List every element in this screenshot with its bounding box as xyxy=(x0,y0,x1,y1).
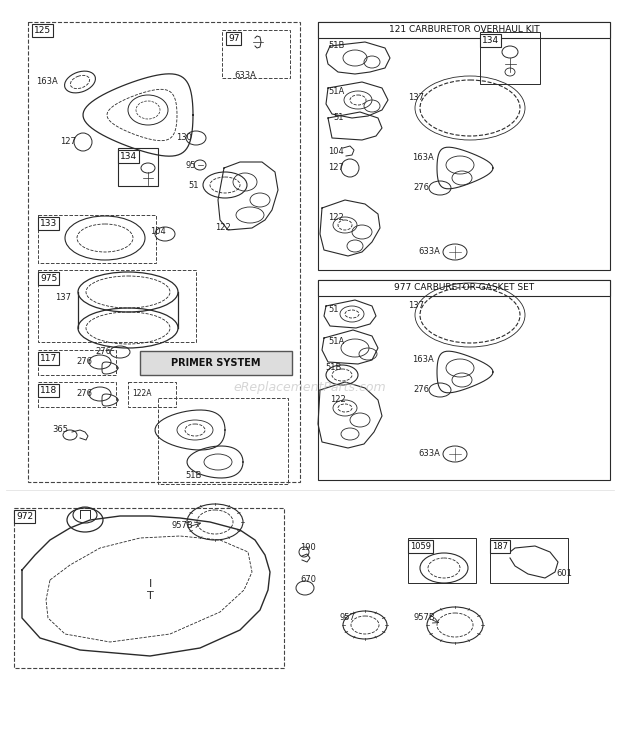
Text: 957B: 957B xyxy=(413,614,435,623)
Text: 276: 276 xyxy=(76,390,92,399)
Text: 51B: 51B xyxy=(325,364,342,373)
Text: 975: 975 xyxy=(40,274,57,283)
Text: 137: 137 xyxy=(408,301,424,310)
Text: 51: 51 xyxy=(328,306,339,315)
Bar xyxy=(318,22,610,38)
Text: 134: 134 xyxy=(482,36,499,45)
Text: 125: 125 xyxy=(34,26,51,35)
Bar xyxy=(490,538,568,583)
Text: 187: 187 xyxy=(492,542,508,551)
FancyBboxPatch shape xyxy=(140,351,292,375)
Text: 137: 137 xyxy=(408,94,424,103)
Text: 51: 51 xyxy=(188,181,198,190)
Bar xyxy=(128,382,176,407)
Text: 97: 97 xyxy=(228,34,239,43)
Text: 134: 134 xyxy=(120,152,137,161)
Bar xyxy=(222,30,290,78)
Text: 957: 957 xyxy=(340,614,356,623)
Text: 977 CARBURETOR GASKET SET: 977 CARBURETOR GASKET SET xyxy=(394,283,534,292)
Text: 163A: 163A xyxy=(412,356,434,365)
Text: 51B: 51B xyxy=(185,472,202,481)
Text: 122: 122 xyxy=(330,396,346,405)
Text: PRIMER SYSTEM: PRIMER SYSTEM xyxy=(171,358,261,368)
Bar xyxy=(38,350,116,375)
Text: 972: 972 xyxy=(16,512,33,521)
Text: 51A: 51A xyxy=(328,338,344,347)
Text: 1059: 1059 xyxy=(410,542,431,551)
Text: 633A: 633A xyxy=(418,248,440,257)
Text: 117: 117 xyxy=(40,354,57,363)
Text: 276: 276 xyxy=(95,347,111,356)
Text: 163A: 163A xyxy=(412,153,434,162)
Text: 601: 601 xyxy=(556,569,572,579)
Bar xyxy=(118,148,158,186)
Text: 118: 118 xyxy=(40,386,57,395)
Text: 127: 127 xyxy=(60,138,76,147)
Text: 163A: 163A xyxy=(36,77,58,86)
Bar xyxy=(158,398,288,484)
Text: 95: 95 xyxy=(185,161,195,170)
Bar xyxy=(38,215,156,263)
Text: 670: 670 xyxy=(300,576,316,585)
Text: 122A: 122A xyxy=(132,390,151,399)
Bar xyxy=(318,280,610,296)
Text: eReplacementParts.com: eReplacementParts.com xyxy=(234,382,386,394)
Text: 130: 130 xyxy=(176,133,192,143)
Text: 190: 190 xyxy=(300,544,316,553)
Text: I
T: I T xyxy=(146,579,153,601)
Text: 365: 365 xyxy=(52,426,68,434)
Text: 51A: 51A xyxy=(328,88,344,97)
Text: 121 CARBURETOR OVERHAUL KIT: 121 CARBURETOR OVERHAUL KIT xyxy=(389,25,539,34)
Bar xyxy=(408,538,476,583)
Text: 276: 276 xyxy=(76,358,92,367)
Text: 104: 104 xyxy=(328,147,343,156)
Text: 633A: 633A xyxy=(234,71,256,80)
Text: 51B: 51B xyxy=(328,42,344,51)
Bar xyxy=(318,280,610,480)
Text: 127: 127 xyxy=(328,164,344,173)
Bar xyxy=(318,22,610,270)
Bar xyxy=(38,270,196,342)
Bar xyxy=(28,22,300,482)
Text: 957B: 957B xyxy=(172,522,193,530)
Text: 104: 104 xyxy=(150,228,166,237)
Bar xyxy=(480,32,540,84)
Text: 137: 137 xyxy=(55,293,71,303)
Text: 122: 122 xyxy=(215,223,231,232)
Text: 122: 122 xyxy=(328,214,343,222)
Bar xyxy=(38,382,116,407)
Text: 276: 276 xyxy=(413,385,429,394)
Text: 633A: 633A xyxy=(418,449,440,458)
Text: 51: 51 xyxy=(333,114,343,123)
Text: 276: 276 xyxy=(413,184,429,193)
Text: 133: 133 xyxy=(40,219,57,228)
Bar xyxy=(14,508,284,668)
